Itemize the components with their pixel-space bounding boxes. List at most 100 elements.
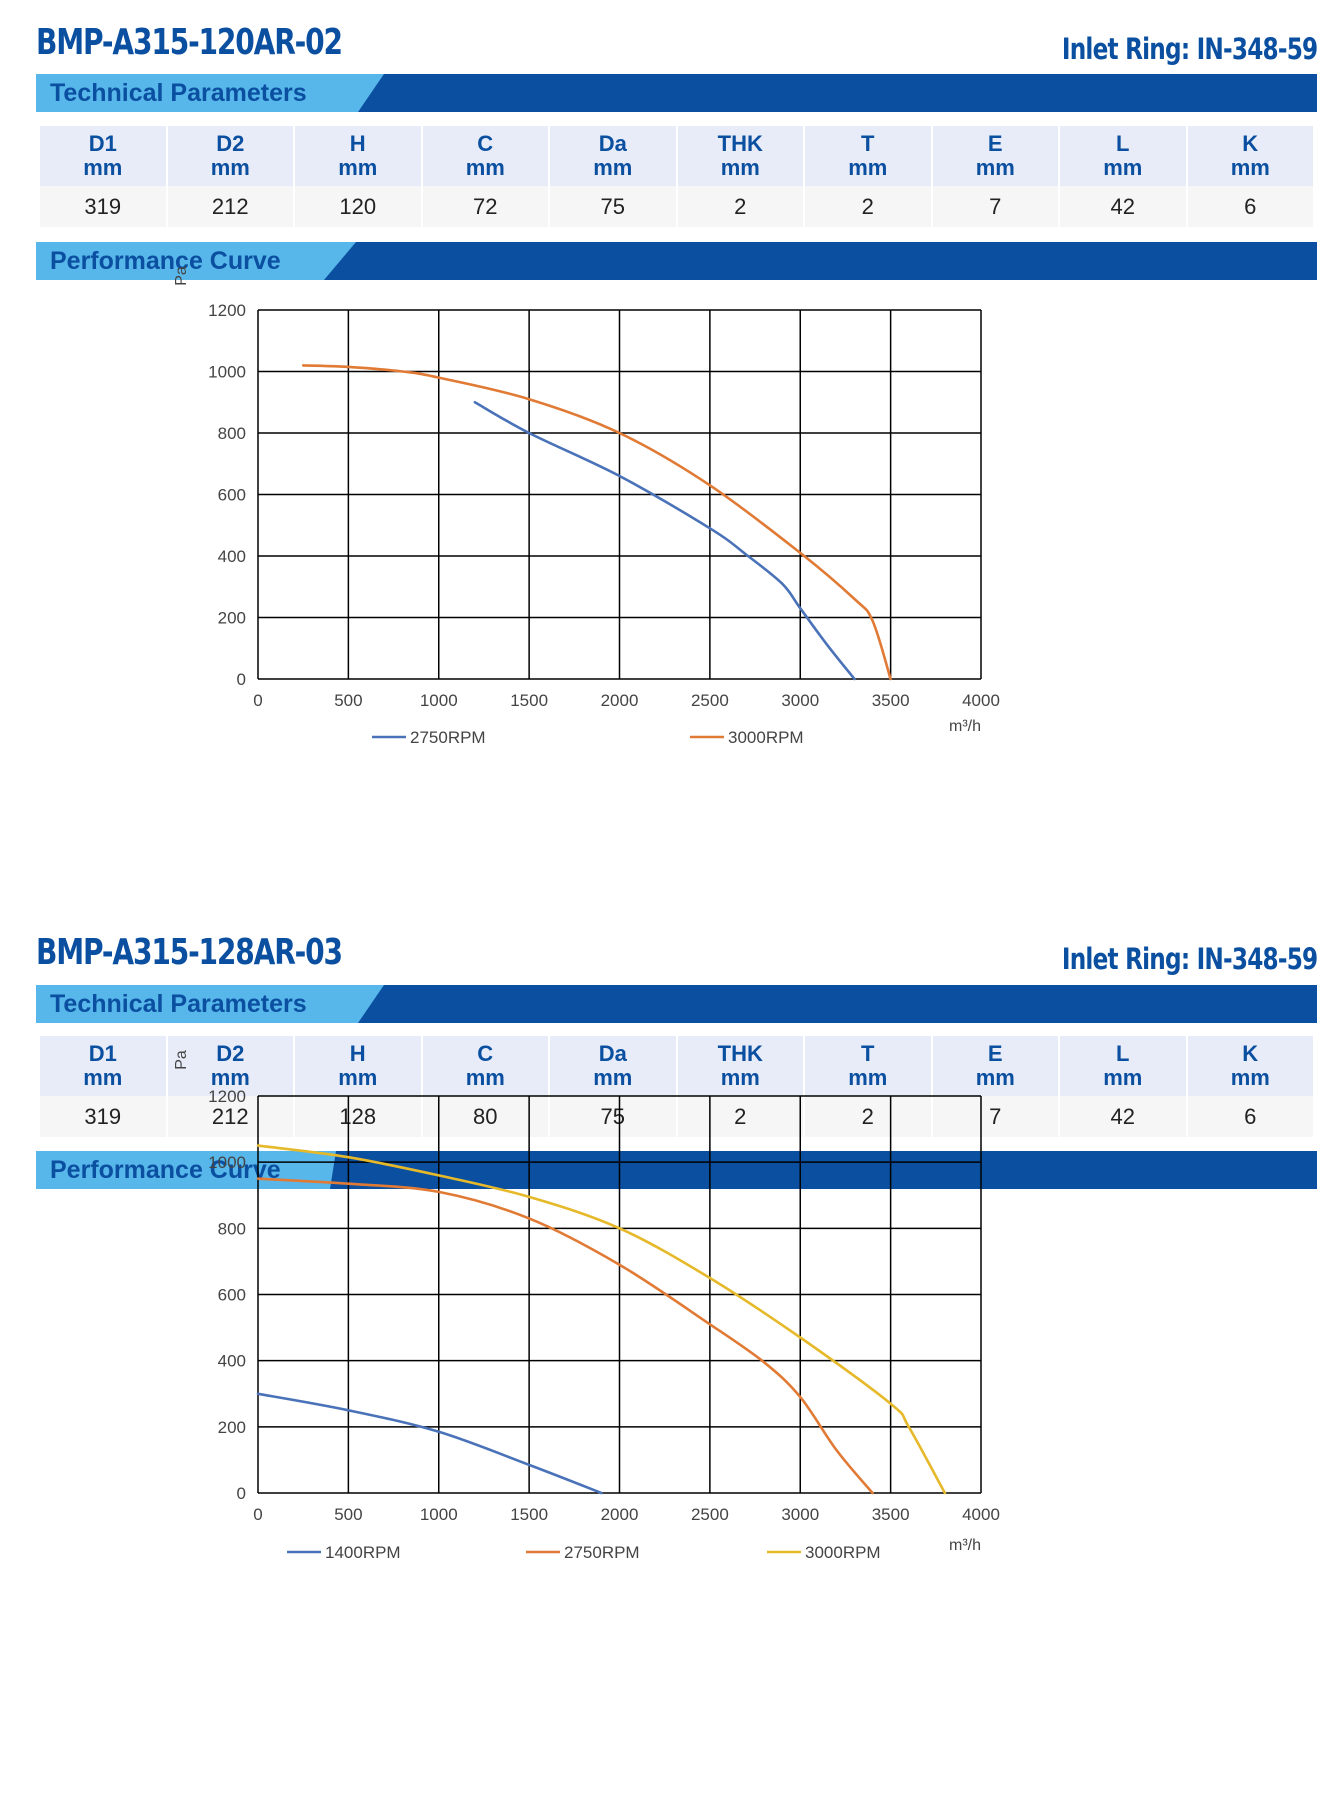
param-header-da: Da mm	[550, 126, 676, 186]
param-name: THK	[717, 1041, 763, 1066]
param-unit: mm	[720, 1065, 760, 1090]
y-axis-label: Pa	[173, 1050, 190, 1070]
param-header-d1: D1 mm	[40, 126, 166, 186]
param-unit: mm	[210, 155, 250, 180]
banner-label: Performance Curve	[50, 247, 281, 275]
x-tick-label: 3000	[781, 691, 819, 710]
y-tick-label: 0	[237, 670, 246, 689]
chart-grid	[257, 1095, 982, 1494]
x-tick-label: 500	[334, 691, 362, 710]
param-unit: mm	[593, 155, 633, 180]
param-value-c: 72	[422, 186, 548, 227]
param-name: C	[477, 1041, 494, 1066]
param-value-k: 6	[1187, 186, 1313, 227]
param-name: E	[987, 1041, 1003, 1066]
x-tick-label: 2500	[691, 691, 729, 710]
param-value-h: 120	[295, 186, 421, 227]
x-tick-label: 1000	[420, 691, 458, 710]
param-name: H	[349, 1041, 366, 1066]
series-line-2750rpm	[473, 401, 856, 681]
y-tick-label: 1000	[208, 363, 246, 382]
series-line-3000rpm	[256, 1144, 947, 1495]
param-value-l: 42	[1060, 186, 1186, 227]
inlet-ring-label: Inlet Ring: IN-348-59	[1061, 32, 1317, 66]
x-axis-label: m³/h	[949, 1537, 981, 1554]
x-tick-label: 2000	[601, 1505, 639, 1524]
param-unit: mm	[465, 1065, 505, 1090]
x-tick-label: 0	[253, 691, 262, 710]
param-value-e: 7	[932, 186, 1058, 227]
technical-parameters-banner: Technical Parameters	[36, 74, 1317, 112]
x-tick-label: 2500	[691, 1505, 729, 1524]
y-tick-label: 0	[237, 1484, 246, 1503]
performance-curve-banner: Performance Curve	[36, 1151, 1317, 1189]
param-value-t: 2	[805, 186, 931, 227]
x-tick-label: 0	[253, 1505, 262, 1524]
performance-chart-1: 0 500 1000 1500 2000 2500 3000 3500 4000 0 200 400 6…	[173, 266, 1000, 747]
chart-grid	[257, 309, 982, 680]
x-tick-label: 1500	[510, 691, 548, 710]
param-name: D1	[88, 1041, 117, 1066]
param-value-e: 7	[932, 1096, 1058, 1137]
param-unit: mm	[1230, 155, 1270, 180]
y-tick-label: 600	[218, 486, 246, 505]
x-tick-label: 2000	[601, 691, 639, 710]
param-name: T	[861, 131, 875, 156]
x-tick-label: 1000	[420, 1505, 458, 1524]
series-line-3000rpm	[301, 364, 892, 681]
param-name: D1	[88, 131, 117, 156]
param-name: K	[1242, 1041, 1259, 1066]
param-header-d1: D1 mm	[40, 1036, 166, 1096]
y-tick-label: 600	[218, 1286, 246, 1305]
param-value-da: 75	[550, 186, 676, 227]
table-value-row: 319 212 120 72 75 2 2 7 42 6	[40, 186, 1313, 227]
banner-label: Technical Parameters	[50, 990, 307, 1018]
param-name: D2	[216, 1041, 245, 1066]
param-unit: mm	[210, 1065, 250, 1090]
x-tick-label: 4000	[962, 1505, 1000, 1524]
legend-item-2750rpm: 2750RPM	[526, 1543, 640, 1562]
param-name: L	[1116, 1041, 1130, 1066]
technical-parameters-banner: Technical Parameters	[36, 985, 1317, 1023]
performance-curve-banner: Performance Curve	[36, 242, 1317, 280]
param-name: K	[1242, 131, 1259, 156]
param-value-k: 6	[1187, 1096, 1313, 1137]
y-tick-label: 800	[218, 424, 246, 443]
legend-item-3000rpm: 3000RPM	[767, 1543, 881, 1562]
param-unit: mm	[593, 1065, 633, 1090]
series-line-2750rpm	[256, 1177, 874, 1495]
param-header-d2: D2 mm	[167, 126, 293, 186]
legend-item-3000rpm: 3000RPM	[690, 728, 804, 747]
x-tick-label: 4000	[962, 691, 1000, 710]
param-unit: mm	[1103, 1065, 1143, 1090]
legend-label: 2750RPM	[564, 1543, 640, 1562]
banner-shape	[36, 242, 1317, 280]
legend-label: 3000RPM	[805, 1543, 881, 1562]
y-tick-label: 400	[218, 1352, 246, 1371]
x-tick-label: 3500	[872, 1505, 910, 1524]
param-header-thk: THK mm	[677, 126, 803, 186]
param-unit: mm	[465, 155, 505, 180]
param-value-t: 2	[805, 1096, 931, 1137]
param-unit: mm	[1103, 155, 1143, 180]
legend-label: 2750RPM	[410, 728, 486, 747]
param-name: L	[1116, 131, 1130, 156]
param-value-d1: 319	[40, 186, 166, 227]
param-value-l: 42	[1060, 1096, 1186, 1137]
param-header-da: Da mm	[550, 1036, 676, 1096]
legend-label: 1400RPM	[325, 1543, 401, 1562]
y-tick-label: 1000	[208, 1153, 246, 1172]
x-tick-label: 500	[334, 1505, 362, 1524]
x-axis-label: m³/h	[949, 718, 981, 735]
legend-label: 3000RPM	[728, 728, 804, 747]
y-tick-label: 1200	[208, 1087, 246, 1106]
param-unit: mm	[338, 1065, 378, 1090]
param-name: THK	[717, 131, 763, 156]
param-name: D2	[216, 131, 245, 156]
